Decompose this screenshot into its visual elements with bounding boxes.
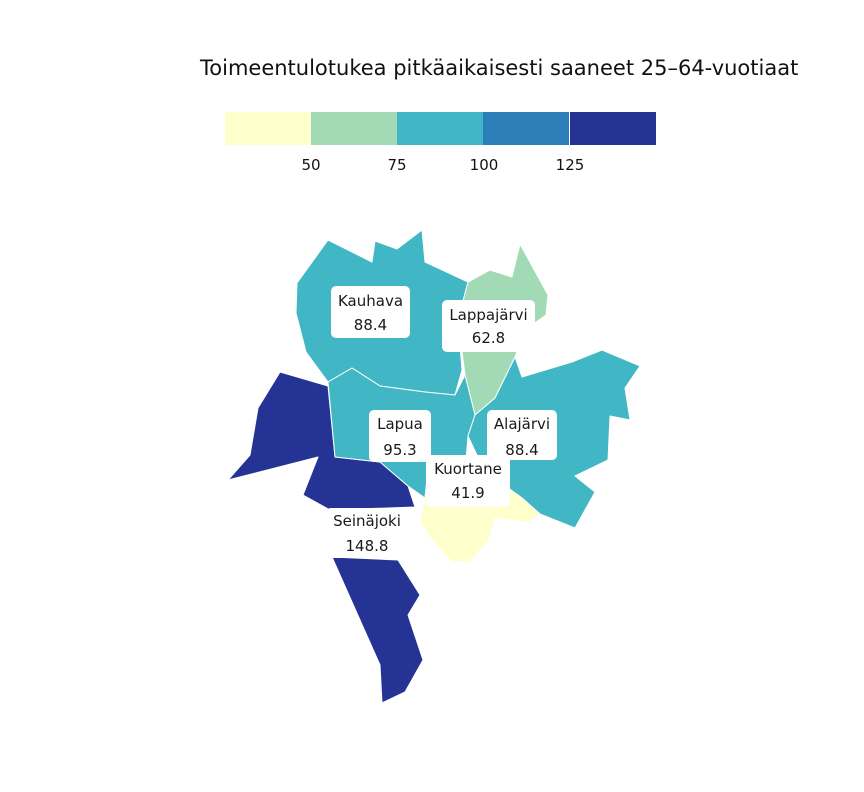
- region-value-lapua: 95.3: [383, 441, 416, 459]
- legend-swatch-2: [311, 112, 397, 145]
- legend-tick-50: 50: [301, 156, 321, 174]
- region-value-alajarvi: 88.4: [505, 441, 538, 459]
- region-name-seinajoki: Seinäjoki: [333, 512, 401, 530]
- region-name-lapua: Lapua: [377, 415, 423, 433]
- region-name-kuortane: Kuortane: [434, 460, 502, 478]
- legend-swatch-5: [570, 112, 656, 145]
- region-label-alajarvi: Alajärvi 88.4: [487, 410, 557, 460]
- map-title: Toimeentulotukea pitkäaikaisesti saaneet…: [200, 56, 799, 80]
- legend-swatch-3: [397, 112, 483, 145]
- region-value-seinajoki: 148.8: [346, 537, 389, 555]
- legend-tick-125: 125: [555, 156, 585, 174]
- legend-tick-75: 75: [387, 156, 407, 174]
- region-value-kuortane: 41.9: [451, 484, 484, 502]
- region-label-kauhava: Kauhava 88.4: [331, 286, 410, 338]
- region-value-kauhava: 88.4: [354, 316, 387, 334]
- region-label-lapua: Lapua 95.3: [369, 410, 431, 462]
- region-name-alajarvi: Alajärvi: [494, 415, 550, 433]
- region-name-lappajarvi: Lappajärvi: [449, 306, 527, 324]
- region-label-seinajoki: Seinäjoki 148.8: [326, 508, 408, 558]
- region-name-kauhava: Kauhava: [338, 292, 403, 310]
- region-value-lappajarvi: 62.8: [472, 329, 505, 347]
- region-label-lappajarvi: Lappajärvi 62.8: [442, 300, 535, 352]
- legend-swatch-1: [225, 112, 311, 145]
- region-label-kuortane: Kuortane 41.9: [426, 455, 510, 507]
- legend-swatch-4: [483, 112, 569, 145]
- legend-tick-100: 100: [469, 156, 499, 174]
- color-legend: 50 75 100 125: [225, 112, 657, 174]
